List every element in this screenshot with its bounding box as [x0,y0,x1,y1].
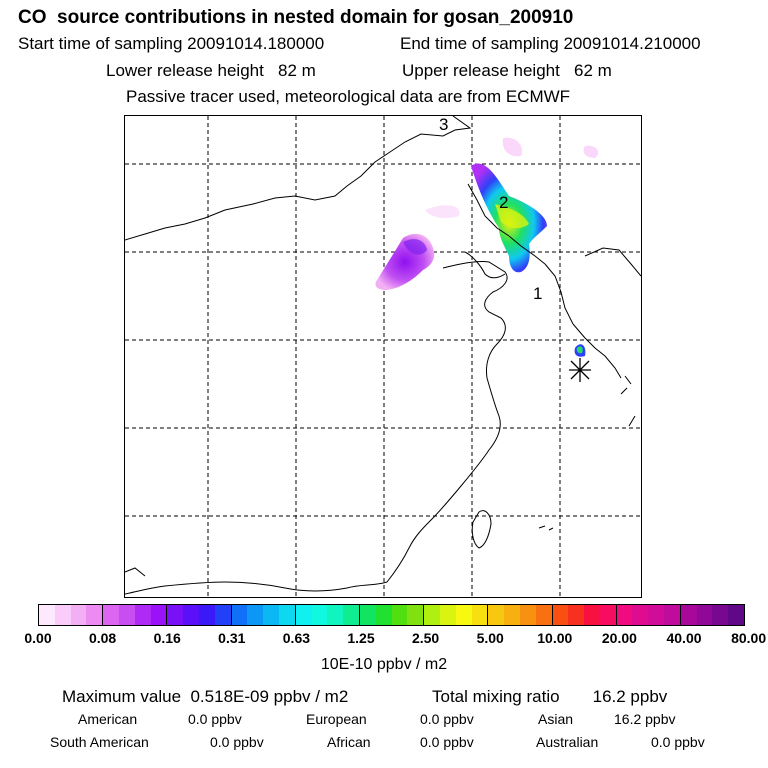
region-name: Asian [538,711,574,727]
color-scale-swatch [504,605,520,625]
lat-lon-grid [125,116,641,597]
color-scale-swatch [134,605,151,625]
start-time-label: Start time of sampling 20091014.180000 [18,34,325,53]
color-scale-swatch [632,605,649,625]
color-scale-bar [38,604,745,626]
color-scale-swatch [103,605,119,625]
region-name: European [306,711,367,727]
color-scale-swatch [535,605,553,625]
color-scale-swatch [247,605,264,625]
color-scale-tick-label: 0.31 [218,630,246,646]
region-value: 0.0 ppbv [420,734,474,750]
color-scale-tick-label: 80.00 [731,630,767,646]
region-value: 0.0 ppbv [651,734,705,750]
color-scale-swatch [343,605,360,625]
region-name: African [327,734,371,750]
color-scale-swatch [118,605,135,625]
color-scale-swatch [375,605,392,625]
color-scale-swatch [86,605,104,625]
maximum-value-label: Maximum value 0.518E-09 ppbv / m2 [62,687,349,706]
color-scale-tick-label: 2.50 [411,630,440,646]
color-scale-swatch [439,605,456,625]
color-scale-tick-label: 40.00 [666,630,702,646]
color-scale-swatch [311,605,328,625]
upper-release-label: Upper release height 62 m [402,61,612,80]
color-scale-swatch [183,605,199,625]
color-scale-tick-label: 0.08 [88,630,117,646]
region-name: Australian [536,734,599,750]
color-scale-tick-label: 20.00 [601,630,637,646]
concentration-plumes [375,137,599,357]
color-scale-swatch [519,605,536,625]
color-scale-swatch [263,605,279,625]
color-scale-swatch [712,605,729,625]
region-value: 0.0 ppbv [188,711,242,727]
color-scale-tick-label: 0.00 [24,630,52,646]
color-scale-swatch [616,605,633,625]
color-scale-swatch [648,605,665,625]
color-scale-tick-label: 5.00 [476,630,504,646]
color-scale-swatch [728,605,745,625]
figure-title: CO source contributions in nested domain… [18,7,574,28]
region-name: American [78,711,138,727]
coastlines [125,116,641,595]
color-scale-swatch [391,605,408,625]
color-scale-swatch [54,605,71,625]
color-scale-swatch [455,605,472,625]
end-time-label: End time of sampling 20091014.210000 [400,34,701,53]
color-scale-unit: 10E-10 ppbv / m2 [320,656,448,673]
color-scale-swatch [198,605,215,625]
color-scale-swatch [664,605,681,625]
total-mixing-ratio-label: Total mixing ratio 16.2 ppbv [432,687,668,706]
region-value: 16.2 ppbv [614,711,676,727]
region-name: South American [50,734,149,750]
region-value: 0.0 ppbv [210,734,264,750]
color-scale-swatch [231,605,248,625]
color-scale-swatch [584,605,600,625]
color-scale-swatch [150,605,168,625]
color-scale-swatch [488,605,505,625]
color-scale-swatch [599,605,617,625]
color-scale-tick-label: 10.00 [537,630,573,646]
color-scale-swatch [167,605,184,625]
receptor-asterisk-icon [569,358,591,382]
color-scale-swatch [471,605,489,625]
map-canvas: 1 2 3 [125,116,641,597]
region-label-2: 2 [499,193,508,212]
color-scale-swatch [568,605,585,625]
color-scale-tick-label: 1.25 [347,630,375,646]
color-scale-swatch [278,605,296,625]
region-value: 0.0 ppbv [420,711,474,727]
color-scale-swatch [359,605,376,625]
region-label-3: 3 [439,116,448,134]
color-scale-swatch [295,605,312,625]
lower-release-label: Lower release height 82 m [106,61,316,80]
tracer-note: Passive tracer used, meteorological data… [126,87,571,106]
region-label-1: 1 [533,284,542,303]
color-scale-tick-label: 0.16 [153,630,181,646]
color-scale-swatch [214,605,232,625]
color-scale-swatch [407,605,425,625]
color-scale-swatch [327,605,344,625]
map-panel: 1 2 3 [124,115,642,598]
color-scale-swatch [70,605,87,625]
color-scale-swatch [39,605,55,625]
color-scale-tick-label: 0.63 [282,630,311,646]
color-scale-swatch [696,605,713,625]
color-scale-swatch [680,605,697,625]
color-scale-swatch [552,605,569,625]
color-scale-swatch [424,605,440,625]
